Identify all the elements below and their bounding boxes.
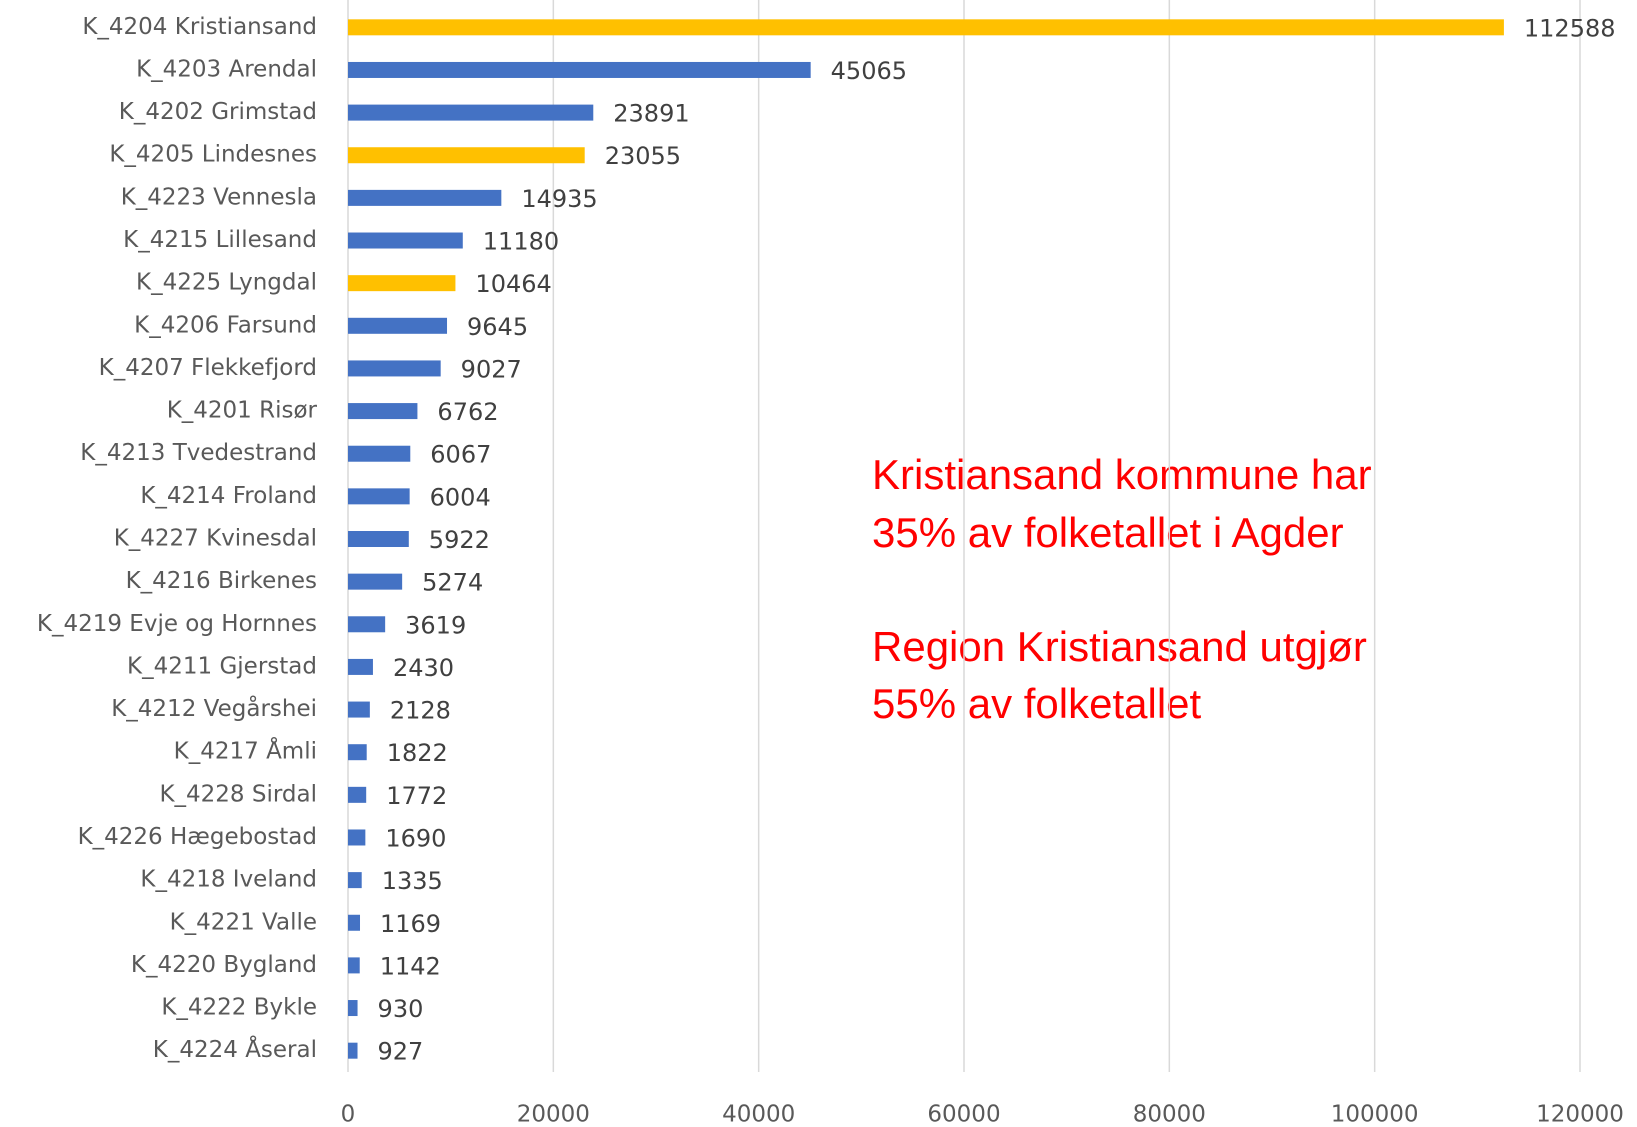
value-label: 9645	[467, 313, 528, 341]
y-tick-label: K_4212 Vegårshei	[111, 694, 317, 722]
y-tick-label: K_4211 Gjerstad	[127, 653, 317, 679]
bar	[348, 445, 411, 462]
y-tick-label: K_4226 Hægebostad	[78, 824, 317, 850]
value-label: 1822	[387, 739, 448, 767]
value-label: 10464	[475, 270, 551, 298]
x-tick-label: 120000	[1536, 1102, 1624, 1127]
y-tick-label: K_4223 Vennesla	[121, 184, 317, 210]
bar	[348, 872, 362, 889]
value-label: 927	[378, 1038, 424, 1066]
y-tick-label: K_4214 Froland	[140, 483, 317, 509]
y-tick-label: K_4205 Lindesnes	[109, 142, 317, 168]
value-label: 930	[378, 995, 424, 1023]
annotation: Region Kristiansand utgjør	[872, 623, 1367, 670]
y-tick-label: K_4216 Birkenes	[126, 568, 317, 594]
value-label: 1335	[382, 867, 443, 895]
bar	[348, 189, 502, 206]
y-tick-label: K_4217 Åmli	[174, 737, 317, 765]
value-label: 6762	[437, 398, 498, 426]
bar	[348, 573, 403, 590]
value-label: 1142	[380, 952, 441, 980]
y-tick-label: K_4221 Valle	[170, 909, 317, 935]
bar	[348, 488, 410, 505]
bar	[348, 61, 811, 78]
bar	[348, 829, 366, 846]
value-label: 1772	[386, 782, 447, 810]
bar	[348, 232, 463, 249]
value-label: 5922	[429, 526, 490, 554]
value-label: 23891	[613, 100, 689, 128]
bar	[348, 616, 386, 633]
bar	[348, 275, 456, 292]
bar	[348, 147, 585, 164]
annotation: Kristiansand kommune har	[872, 451, 1372, 498]
bar	[348, 104, 594, 121]
x-tick-label: 60000	[927, 1102, 1000, 1127]
value-label: 14935	[521, 185, 597, 213]
bar	[348, 317, 448, 334]
bar	[348, 914, 361, 931]
y-tick-label: K_4204 Kristiansand	[82, 14, 317, 40]
value-label: 112588	[1524, 14, 1616, 42]
value-label: 6004	[430, 483, 491, 511]
x-tick-label: 40000	[722, 1102, 795, 1127]
y-tick-label: K_4224 Åseral	[153, 1035, 317, 1063]
value-label: 9027	[461, 355, 522, 383]
x-tick-label: 80000	[1133, 1102, 1206, 1127]
value-label: 2128	[390, 697, 451, 725]
annotation: 55% av folketallet	[872, 680, 1202, 727]
y-tick-label: K_4203 Arendal	[136, 56, 317, 82]
value-label: 3619	[405, 611, 466, 639]
x-tick-label: 0	[341, 1102, 356, 1127]
bar	[348, 531, 409, 547]
y-tick-label: K_4202 Grimstad	[119, 99, 317, 125]
y-tick-label: K_4227 Kvinesdal	[114, 526, 317, 552]
y-tick-label: K_4218 Iveland	[140, 867, 317, 893]
value-label: 1169	[380, 910, 441, 938]
y-tick-label: K_4207 Flekkefjord	[99, 355, 317, 381]
annotation: 35% av folketallet i Agder	[872, 509, 1344, 556]
bar	[348, 403, 418, 420]
y-tick-label: K_4215 Lillesand	[123, 227, 317, 253]
bar	[348, 744, 367, 761]
bar	[348, 1042, 358, 1059]
bar	[348, 360, 441, 377]
bar	[348, 701, 370, 718]
x-tick-label: 20000	[517, 1102, 590, 1127]
y-tick-label: K_4219 Evje og Hornnes	[37, 611, 317, 637]
y-tick-label: K_4228 Sirdal	[159, 781, 317, 807]
y-tick-label: K_4225 Lyngdal	[136, 270, 317, 296]
y-tick-label: K_4206 Farsund	[134, 312, 317, 338]
y-tick-label: K_4213 Tvedestrand	[80, 440, 317, 466]
value-label: 2430	[393, 654, 454, 682]
value-label: 6067	[430, 441, 491, 469]
value-label: 5274	[422, 569, 483, 597]
bar	[348, 19, 1504, 36]
bar	[348, 786, 367, 803]
bar	[348, 658, 373, 675]
y-tick-label: K_4220 Bygland	[131, 952, 317, 978]
value-label: 11180	[483, 228, 559, 256]
x-tick-label: 100000	[1331, 1102, 1419, 1127]
y-tick-label: K_4201 Risør	[167, 398, 318, 424]
bar	[348, 1000, 358, 1017]
y-tick-label: K_4222 Bykle	[161, 995, 317, 1021]
value-label: 23055	[605, 142, 681, 170]
value-label: 1690	[385, 824, 446, 852]
bar	[348, 957, 360, 974]
value-label: 45065	[831, 57, 907, 85]
